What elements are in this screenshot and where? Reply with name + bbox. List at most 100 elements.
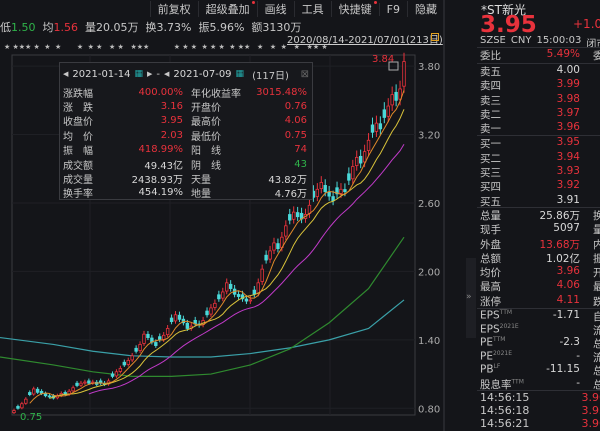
menu-item[interactable]: 快捷键 xyxy=(330,1,379,17)
candle-body xyxy=(79,382,83,386)
candle-body xyxy=(154,342,158,346)
candle xyxy=(165,325,170,338)
bid-price: 3.92 xyxy=(556,179,580,192)
bid-row[interactable]: 买三 3.93 xyxy=(445,165,600,179)
candle xyxy=(181,315,186,326)
fin-value: - xyxy=(576,377,580,390)
candle xyxy=(276,238,280,253)
candle-body xyxy=(138,344,142,351)
candle-body xyxy=(394,91,398,101)
candle xyxy=(370,117,375,138)
candle xyxy=(201,316,205,328)
stat-label: 涨 跌 xyxy=(63,103,93,115)
candle-body xyxy=(272,242,276,251)
candle xyxy=(138,341,142,353)
info-row: 总额 1.02亿振幅 xyxy=(445,251,600,265)
low-price-label: 0.75 xyxy=(20,412,42,423)
candle-body xyxy=(213,302,217,308)
candle xyxy=(394,84,398,107)
candle-body xyxy=(315,188,320,197)
info-row: 外盘 13.68万内盘 xyxy=(445,237,600,251)
candle xyxy=(299,207,304,224)
candle-body xyxy=(169,317,174,323)
candle xyxy=(169,314,174,325)
maximize-icon[interactable] xyxy=(388,61,399,71)
ask-row[interactable]: 卖一 3.96 xyxy=(445,121,600,135)
quote-info: 总量 25.86万 换手现手 5097 量比外盘 13.68万内盘总额 1.02亿振幅均价 3… xyxy=(445,207,600,391)
candle xyxy=(114,369,119,378)
ask-row[interactable]: 卖三 3.98 xyxy=(445,93,600,107)
candle xyxy=(213,299,217,311)
stat-label: 均 价 xyxy=(63,131,93,143)
stat-value: 3.16 xyxy=(160,101,183,113)
ask-row[interactable]: 卖五 4.00 xyxy=(445,64,600,78)
close-icon[interactable]: ⊠ xyxy=(300,68,309,80)
date-range-link[interactable]: 2020/08/14-2021/07/01(213日) xyxy=(287,35,443,46)
candle xyxy=(130,352,134,363)
menu-item[interactable]: 隐藏 xyxy=(407,1,444,17)
stat-rows: 涨跌幅 400.00% 年化收益率 3015.48% 涨 跌 3.16 开盘价 0.76 收盘价… xyxy=(60,85,312,201)
calendar-icon[interactable]: ▦ xyxy=(134,69,144,79)
divider xyxy=(477,63,600,64)
bid-row[interactable]: 买五 3.91 xyxy=(445,194,600,208)
expand-icon[interactable]: » xyxy=(466,258,476,338)
bid-row[interactable]: 买四 3.92 xyxy=(445,179,600,193)
menu-item[interactable]: 工具 xyxy=(293,1,331,17)
weibi-value: 5.49% xyxy=(546,48,580,60)
bid-row[interactable]: 买一 3.95 xyxy=(445,136,600,150)
divider xyxy=(477,135,600,137)
ask-price: 3.97 xyxy=(556,106,580,119)
candle xyxy=(122,359,127,367)
candle xyxy=(319,176,323,194)
stat-value: 4.06 xyxy=(284,115,307,127)
candle-body xyxy=(264,254,268,261)
info-label: 振幅 xyxy=(593,252,600,265)
candle-body xyxy=(331,196,335,202)
candle-body xyxy=(221,291,225,299)
candle-body xyxy=(244,298,249,302)
candle-body xyxy=(24,398,28,404)
bid-price: 3.94 xyxy=(556,150,580,163)
candle xyxy=(47,393,52,399)
ma20-line xyxy=(88,143,405,395)
end-date[interactable]: 2021-07-09 xyxy=(173,68,232,80)
y-tick-label: 0.80 xyxy=(418,404,440,415)
menu-item[interactable]: 超级叠加 xyxy=(197,1,257,17)
menu-item[interactable]: 画线 xyxy=(256,1,294,17)
info-value: 1.02亿 xyxy=(546,252,580,265)
lock-icon[interactable] xyxy=(431,33,439,41)
start-date[interactable]: 2021-01-14 xyxy=(72,68,131,80)
bid-label: 买五 xyxy=(480,195,501,208)
candle xyxy=(390,86,394,111)
y-tick-label: 3.20 xyxy=(418,131,440,142)
prev-date-arrow-icon[interactable]: ◀ xyxy=(164,70,170,78)
candle xyxy=(217,290,221,302)
fin-label: PE xyxy=(480,350,493,363)
candle-body xyxy=(351,166,355,180)
info-label: 最高 xyxy=(480,281,501,294)
prev-date-arrow-icon[interactable]: ◀ xyxy=(63,70,69,78)
ask-row[interactable]: 卖四 3.99 xyxy=(445,78,600,92)
calendar-icon[interactable]: ▦ xyxy=(235,69,245,79)
stat-label: 换手率 xyxy=(63,189,93,201)
candle-body xyxy=(323,185,327,192)
stat-label: 阴 线 xyxy=(191,160,221,172)
stat-value: 0.76 xyxy=(284,101,307,113)
ask-label: 卖三 xyxy=(480,94,501,107)
stat-row: 均 价 2.03 最低价 0.75 xyxy=(60,128,312,143)
price-change: +1.02 xyxy=(573,17,600,31)
stat-value: 74 xyxy=(294,144,307,156)
interval-stats-panel: ◀ 2021-01-14 ▦ ▶ - ◀ 2021-07-09 ▦ (117日)… xyxy=(59,62,313,200)
ask-row[interactable]: 卖二 3.97 xyxy=(445,107,600,121)
stat-value: 3.95 xyxy=(160,115,183,127)
candle xyxy=(134,345,138,354)
info-value: 13.68万 xyxy=(539,238,580,251)
next-date-arrow-icon[interactable]: ▶ xyxy=(147,70,153,78)
menu-item[interactable]: F9 xyxy=(378,2,407,16)
panel-divider[interactable] xyxy=(443,0,445,431)
info-label: 外盘 xyxy=(480,238,501,251)
bid-row[interactable]: 买二 3.94 xyxy=(445,151,600,165)
candle-body xyxy=(358,155,363,164)
menu-item[interactable]: 前复权 xyxy=(149,1,198,17)
stat-label: 阳 线 xyxy=(191,146,221,158)
